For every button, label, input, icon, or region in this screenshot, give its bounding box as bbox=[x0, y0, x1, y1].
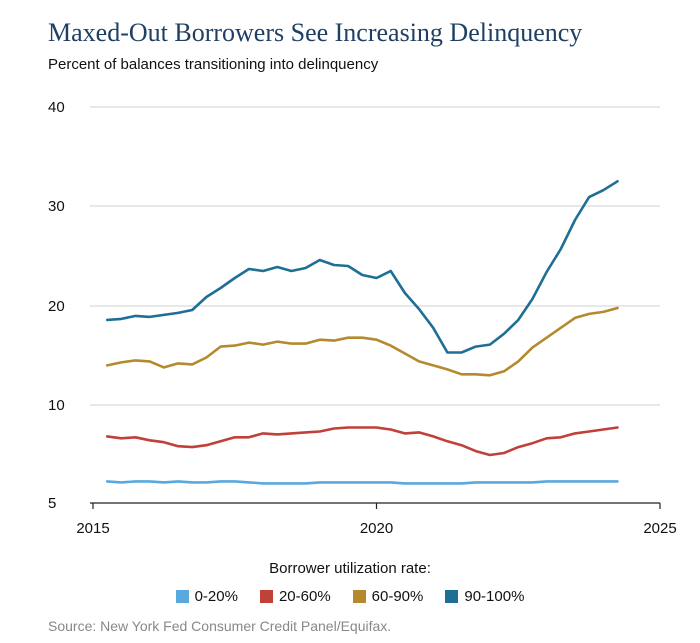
x-tick-label-2025: 2025 bbox=[643, 520, 676, 537]
series-line-20-60% bbox=[105, 426, 619, 457]
series-line-90-100% bbox=[105, 180, 619, 354]
legend-swatch bbox=[175, 590, 189, 603]
legend-item-60-90%: 60-90% bbox=[352, 588, 424, 605]
legend: 0-20% 20-60% 60-90% 90-100% bbox=[0, 588, 700, 605]
legend-title: Borrower utilization rate: bbox=[269, 560, 431, 577]
y-axis-ticks: 5 10 20 30 40 bbox=[48, 99, 65, 512]
series-line-60-90% bbox=[105, 306, 619, 377]
series-lines bbox=[105, 180, 619, 485]
legend-swatch bbox=[445, 590, 459, 603]
line-chart: 5 10 20 30 40 2015 2020 2025 bbox=[48, 99, 677, 537]
y-tick-label-40: 40 bbox=[48, 99, 65, 116]
x-axis: 2015 2020 2025 bbox=[76, 502, 677, 537]
y-tick-label-10: 10 bbox=[48, 397, 65, 414]
chart-title: Maxed-Out Borrowers See Increasing Delin… bbox=[48, 18, 583, 47]
legend-item-0-20%: 0-20% bbox=[175, 588, 238, 605]
gridlines bbox=[90, 106, 660, 406]
y-tick-label-30: 30 bbox=[48, 198, 65, 215]
series-line-0-20% bbox=[105, 480, 619, 485]
legend-swatch bbox=[352, 590, 366, 603]
x-tick-label-2020: 2020 bbox=[360, 520, 393, 537]
x-tick-label-2015: 2015 bbox=[76, 520, 109, 537]
legend-swatch bbox=[259, 590, 273, 603]
legend-item-20-60%: 20-60% bbox=[259, 588, 331, 605]
legend-label: 90-100% bbox=[464, 588, 525, 605]
legend-label: 60-90% bbox=[371, 588, 424, 605]
chart-subtitle: Percent of balances transitioning into d… bbox=[48, 56, 379, 73]
source-note: Source: New York Fed Consumer Credit Pan… bbox=[48, 618, 392, 634]
legend-label: 20-60% bbox=[278, 588, 331, 605]
legend-item-90-100%: 90-100% bbox=[445, 588, 524, 605]
y-tick-label-5: 5 bbox=[48, 495, 56, 512]
y-tick-label-20: 20 bbox=[48, 298, 65, 315]
legend-label: 0-20% bbox=[194, 588, 238, 605]
